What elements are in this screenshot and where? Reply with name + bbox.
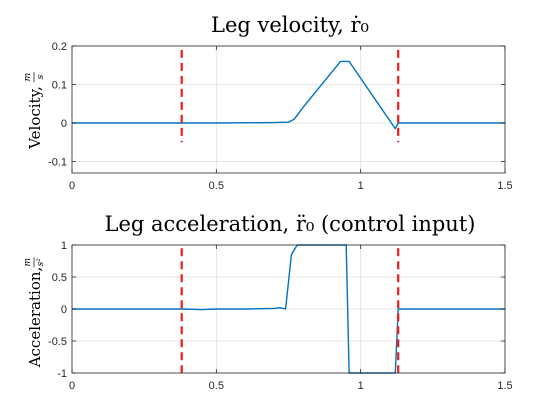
acceleration-xtick-label-1: 0.5	[209, 380, 224, 392]
acceleration-xtick-label-2: 1	[358, 380, 364, 392]
acceleration-ylabel-unit-den: s²	[36, 258, 46, 267]
velocity-ytick-label-1: 0	[61, 118, 67, 130]
acceleration-ytick-label-1: -0.5	[48, 336, 67, 348]
acceleration-ylabel-text: Acceleration,	[26, 267, 44, 369]
velocity-ytick-label-3: 0.2	[52, 41, 67, 53]
velocity-ytick-label-2: 0.1	[52, 79, 67, 91]
acceleration-ytick-label-4: 1	[61, 240, 67, 252]
velocity-ylabel-text: Velocity,	[26, 86, 44, 150]
acceleration-ytick-label-3: 0.5	[52, 272, 67, 284]
acceleration-ytick-label-2: 0	[61, 304, 67, 316]
velocity-axes-box	[71, 45, 506, 174]
chart-2-title: Leg acceleration, r̈₀ (control input)	[105, 212, 476, 236]
velocity-ylabel-unit-num: m	[23, 73, 33, 82]
velocity-xtick-label-0: 0	[69, 180, 75, 192]
acceleration-xtick-label-0: 0	[69, 380, 75, 392]
acceleration-ylabel-unit-num: m	[23, 258, 33, 267]
velocity-xtick-label-3: 1.5	[497, 180, 512, 192]
velocity-series-line	[72, 60, 505, 130]
acceleration-ytick-label-0: -1	[57, 368, 67, 380]
acceleration-xtick-label-3: 1.5	[497, 380, 512, 392]
velocity-ylabel: Velocity, m s	[23, 72, 46, 150]
velocity-xtick-label-1: 0.5	[209, 180, 224, 192]
velocity-xtick-label-2: 1	[358, 180, 364, 192]
chart-1-title: Leg velocity, ṙ₀	[211, 13, 369, 37]
velocity-ylabel-unit-den: s	[36, 74, 46, 79]
velocity-ytick-label-0: -0.1	[48, 156, 67, 168]
acceleration-plot: 0 0.5 1 1.5 -1 -0.5 0 0.5 1 Acceleration,m s²	[23, 240, 513, 392]
acceleration-ylabel: Acceleration,m s²	[23, 257, 46, 368]
